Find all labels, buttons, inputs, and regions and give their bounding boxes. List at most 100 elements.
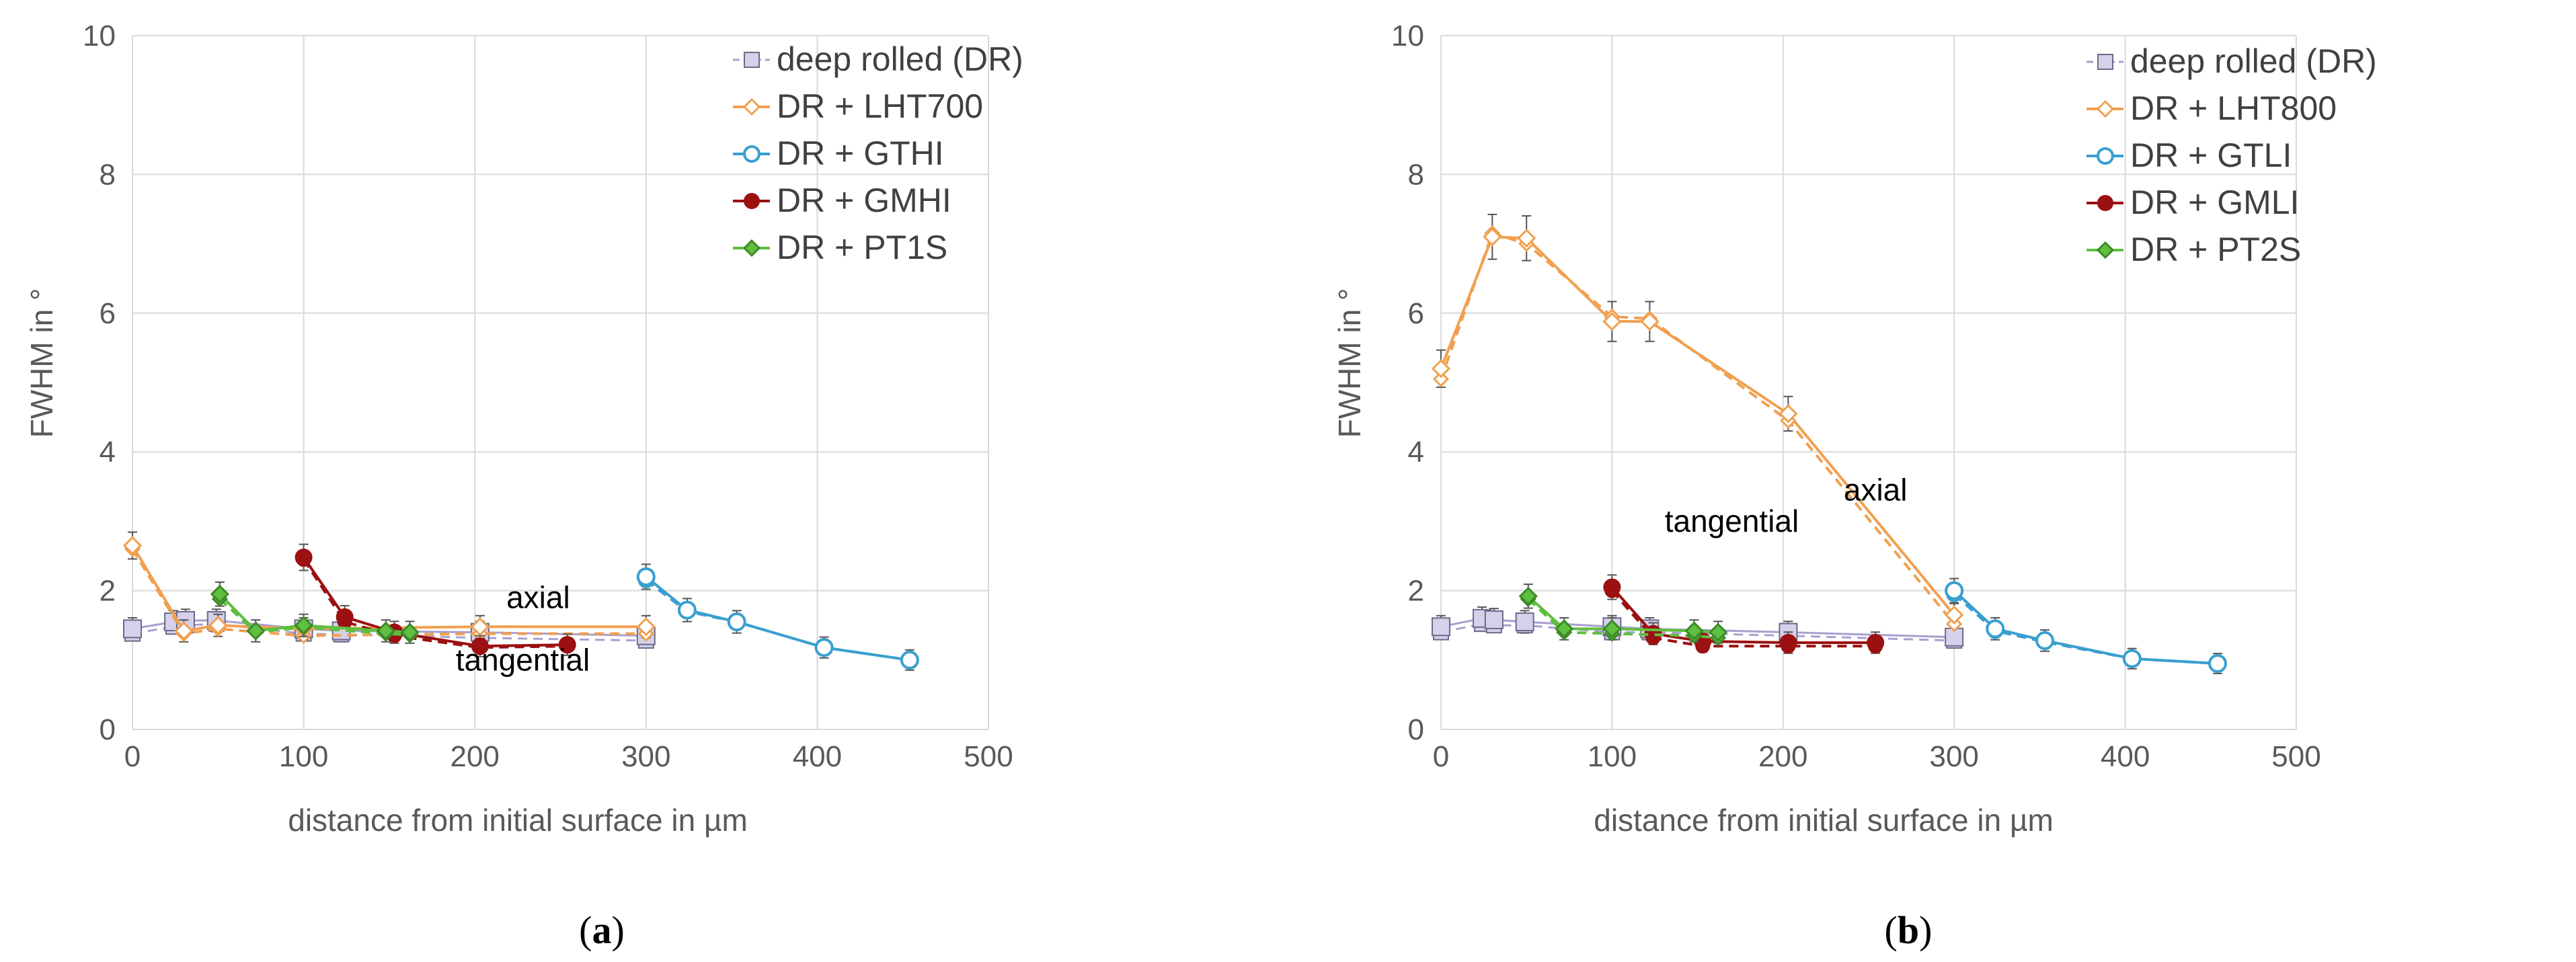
data-point-axial bbox=[1986, 619, 2005, 639]
panel-a-y-axis-title: FWHM in ° bbox=[24, 288, 59, 438]
x-tick-label: 200 bbox=[450, 740, 499, 773]
legend-item: deep rolled (DR) bbox=[2086, 42, 2377, 80]
data-point-axial bbox=[1484, 610, 1504, 629]
data-point-axial bbox=[2035, 631, 2055, 650]
legend-label: deep rolled (DR) bbox=[777, 40, 1023, 78]
y-tick-label: 10 bbox=[1391, 19, 1424, 52]
data-point-axial bbox=[1603, 578, 1621, 596]
panel-b-label: (b) bbox=[1885, 908, 1933, 952]
series-line-axial bbox=[1440, 235, 1955, 616]
data-point-axial bbox=[1518, 586, 1538, 606]
data-point-axial bbox=[376, 621, 395, 641]
legend-item: DR + PT2S bbox=[2086, 231, 2301, 268]
x-tick-label: 400 bbox=[2101, 740, 2150, 773]
y-tick-label: 0 bbox=[100, 713, 116, 746]
legend-marker bbox=[2097, 195, 2113, 211]
series-dr-pt2s bbox=[1518, 584, 1728, 646]
data-point-axial bbox=[1945, 581, 1964, 600]
legend-label: DR + GMHI bbox=[777, 182, 951, 219]
data-point-axial bbox=[1602, 619, 1622, 639]
legend-marker bbox=[743, 145, 760, 163]
data-point-axial bbox=[1517, 229, 1536, 248]
data-point-axial bbox=[558, 636, 576, 654]
legend-marker bbox=[744, 52, 760, 68]
data-point-axial bbox=[336, 608, 354, 626]
data-point-axial bbox=[1432, 617, 1450, 637]
x-tick-label: 100 bbox=[279, 740, 328, 773]
data-point-axial bbox=[2208, 653, 2227, 673]
y-tick-label: 0 bbox=[1408, 713, 1424, 746]
data-point-axial bbox=[900, 650, 919, 670]
annotation-tangential: tangential bbox=[1665, 504, 1799, 538]
legend-item: DR + LHT800 bbox=[2086, 89, 2337, 127]
x-tick-label: 300 bbox=[621, 740, 670, 773]
data-point-axial bbox=[1684, 621, 1704, 641]
data-point-axial bbox=[1779, 404, 1798, 424]
y-tick-label: 10 bbox=[83, 19, 116, 52]
panel-a-label: (a) bbox=[579, 908, 625, 952]
data-point-axial bbox=[1779, 634, 1797, 651]
data-point-axial bbox=[122, 536, 143, 555]
series-dr-gthi bbox=[636, 563, 919, 671]
legend-label: DR + LHT800 bbox=[2130, 89, 2337, 127]
grid bbox=[132, 35, 989, 730]
x-tick-label: 400 bbox=[793, 740, 842, 773]
x-tick-label: 0 bbox=[124, 740, 141, 773]
data-point-axial bbox=[1515, 612, 1534, 632]
x-tick-label: 0 bbox=[1433, 740, 1449, 773]
panel-b-x-axis-title: distance from initial surface in µm bbox=[1594, 803, 2054, 838]
data-point-axial bbox=[1431, 359, 1451, 378]
x-tick-label: 500 bbox=[2271, 740, 2320, 773]
legend-item: DR + LHT700 bbox=[733, 87, 983, 125]
x-tick-label: 200 bbox=[1758, 740, 1807, 773]
y-tick-label: 4 bbox=[1408, 436, 1424, 469]
data-point-axial bbox=[295, 549, 313, 567]
series-dr-lht800 bbox=[1431, 213, 1964, 633]
data-point-axial bbox=[1709, 623, 1728, 642]
data-point-axial bbox=[123, 619, 142, 639]
panel-b-y-axis-title: FWHM in ° bbox=[1332, 288, 1367, 438]
legend-label: deep rolled (DR) bbox=[2130, 42, 2377, 80]
legend-item: DR + GTLI bbox=[2086, 136, 2292, 174]
legend-label: DR + PT2S bbox=[2130, 231, 2301, 268]
data-point-axial bbox=[471, 637, 489, 655]
panel-a-chart: FWHM in ° distance from initial surface … bbox=[24, 19, 1023, 952]
legend-item: DR + GMHI bbox=[733, 182, 951, 219]
legend-marker bbox=[2097, 54, 2113, 70]
data-point-axial bbox=[294, 616, 313, 635]
y-tick-label: 4 bbox=[100, 436, 116, 469]
data-point-axial bbox=[1867, 634, 1885, 651]
y-tick-label: 6 bbox=[1408, 297, 1424, 330]
legend-marker bbox=[744, 193, 760, 209]
data-point-axial bbox=[677, 600, 697, 620]
data-point-axial bbox=[208, 616, 228, 635]
legend-label: DR + LHT700 bbox=[777, 87, 983, 125]
legend-label: DR + PT1S bbox=[777, 229, 947, 266]
y-tick-label: 8 bbox=[100, 158, 116, 191]
y-tick-label: 2 bbox=[100, 575, 116, 608]
legend-marker bbox=[742, 239, 761, 257]
legend: deep rolled (DR) DR + LHT700 DR + GTHI DR +… bbox=[733, 40, 1023, 266]
legend-item: DR + GMLI bbox=[2086, 184, 2299, 221]
data-point-axial bbox=[1555, 619, 1574, 639]
annotation-axial: axial bbox=[506, 579, 570, 614]
legend: deep rolled (DR) DR + LHT800 DR + GTLI DR +… bbox=[2086, 42, 2377, 268]
x-tick-label: 300 bbox=[1929, 740, 1978, 773]
panel-a-x-axis-title: distance from initial surface in µm bbox=[288, 803, 748, 838]
series-dr-gtli bbox=[1945, 577, 2227, 674]
data-point-axial bbox=[1945, 605, 1964, 625]
data-point-axial bbox=[1945, 627, 1964, 647]
legend-marker bbox=[742, 97, 761, 116]
data-point-axial bbox=[1640, 312, 1660, 331]
series-line-tangential bbox=[1440, 231, 1955, 625]
data-point-axial bbox=[727, 612, 746, 632]
y-tick-label: 8 bbox=[1408, 158, 1424, 191]
data-point-tangential bbox=[1432, 370, 1450, 387]
data-point-axial bbox=[1602, 312, 1622, 331]
legend-label: DR + GMLI bbox=[2130, 184, 2299, 221]
legend-item: DR + PT1S bbox=[733, 229, 947, 266]
legend-marker bbox=[2096, 99, 2115, 118]
data-point-axial bbox=[210, 584, 229, 604]
data-point-axial bbox=[400, 623, 420, 642]
